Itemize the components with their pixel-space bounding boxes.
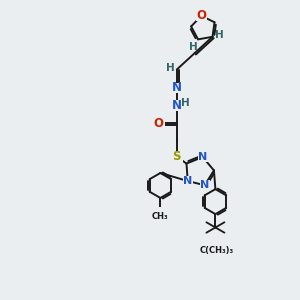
Text: CH₃: CH₃ <box>152 212 169 220</box>
FancyBboxPatch shape <box>154 118 165 128</box>
Text: C(CH₃)₃: C(CH₃)₃ <box>200 246 234 255</box>
FancyBboxPatch shape <box>172 82 182 93</box>
Text: O: O <box>153 116 163 130</box>
Text: H: H <box>166 63 175 73</box>
Text: N: N <box>198 152 207 162</box>
Text: H: H <box>181 98 190 108</box>
FancyBboxPatch shape <box>171 151 183 163</box>
Text: O: O <box>196 9 206 22</box>
FancyBboxPatch shape <box>183 176 193 186</box>
FancyBboxPatch shape <box>152 208 169 217</box>
Text: N: N <box>172 99 182 112</box>
Text: S: S <box>172 150 181 163</box>
FancyBboxPatch shape <box>200 180 210 190</box>
Text: H: H <box>189 42 197 52</box>
FancyBboxPatch shape <box>196 11 207 21</box>
FancyBboxPatch shape <box>198 152 208 162</box>
Text: H: H <box>214 30 224 40</box>
FancyBboxPatch shape <box>172 100 182 110</box>
Text: N: N <box>200 180 209 190</box>
Text: N: N <box>172 81 182 94</box>
Text: N: N <box>183 176 192 186</box>
